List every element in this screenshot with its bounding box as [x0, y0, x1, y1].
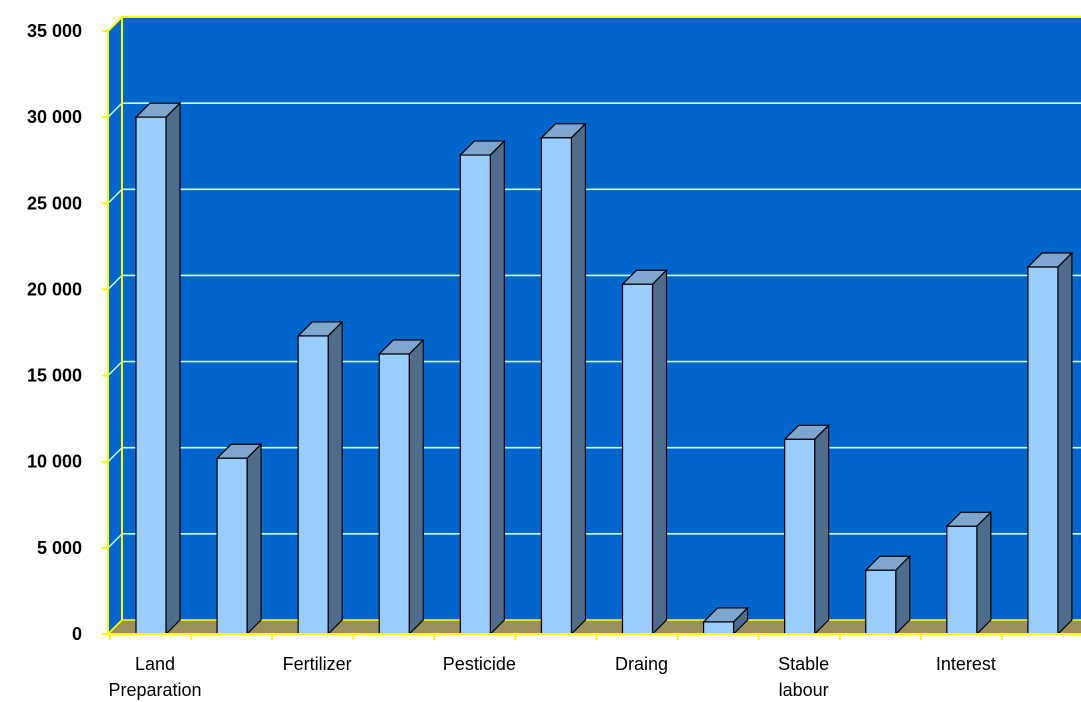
back-wall-corner-edge	[107, 16, 123, 32]
bar-side	[489, 139, 505, 636]
y-tick-label: 20 000	[27, 279, 82, 299]
bar-front	[946, 525, 978, 635]
bar-side	[165, 101, 181, 636]
x-tick-label: Fertilizer	[283, 654, 352, 674]
gridline-side	[107, 188, 123, 204]
bar-front	[702, 621, 735, 635]
bar	[945, 510, 993, 636]
bar-front	[297, 335, 329, 635]
gridline-side	[107, 102, 123, 118]
y-tick-label: 30 000	[27, 107, 82, 127]
bar	[864, 554, 912, 636]
bar-side	[976, 510, 992, 636]
bar	[702, 606, 750, 636]
gridline-side	[107, 361, 123, 377]
x-tick-label: Stable labour	[778, 654, 829, 700]
bars	[134, 101, 1074, 636]
gridline-side	[107, 533, 123, 549]
bar-side	[246, 442, 262, 636]
bar	[783, 423, 831, 636]
bar-front	[378, 353, 410, 635]
gridline-side	[107, 274, 123, 290]
bar-front	[621, 283, 654, 635]
bar-side	[570, 122, 587, 636]
x-tick-label: Land Preparation	[108, 654, 201, 700]
bar-front	[216, 457, 248, 635]
bar-side	[651, 268, 668, 636]
x-tick-label: Interest	[936, 654, 996, 674]
bar	[621, 268, 668, 636]
side-wall	[108, 17, 122, 634]
bar-side	[1057, 251, 1073, 636]
y-tick-label: 15 000	[27, 366, 82, 386]
y-tick-label: 35 000	[27, 21, 82, 41]
bar	[377, 338, 425, 636]
bar-side	[895, 554, 911, 636]
bar	[1026, 251, 1074, 636]
bar-front	[865, 569, 897, 635]
y-tick-label: 0	[72, 624, 82, 644]
bar	[539, 122, 587, 636]
bar-side	[814, 423, 830, 636]
y-tick-label: 5 000	[37, 538, 82, 558]
y-axis-tick-labels: 0 5 000 10 000 15 000 20 000 25 000 30 000 35 0…	[27, 21, 82, 644]
y-tick-label: 10 000	[27, 452, 82, 472]
bar-front	[459, 154, 491, 635]
back-wall	[122, 17, 1081, 620]
x-tick-label: Draing	[615, 654, 668, 674]
x-axis-tick-labels: Land Preparation Fertilizer Pesticide Draing…	[108, 654, 995, 700]
bar-front	[540, 137, 573, 635]
floor-side-edge	[107, 619, 123, 635]
bar-front	[1027, 266, 1059, 635]
gridlines	[107, 16, 1081, 635]
bar	[458, 139, 506, 636]
floor	[108, 620, 1081, 634]
bar	[134, 101, 182, 636]
bar	[296, 320, 344, 636]
bar-front	[135, 116, 167, 635]
y-tick-label: 25 000	[27, 193, 82, 213]
bar-side	[408, 338, 424, 636]
bar-front	[784, 438, 816, 635]
plot-area	[108, 17, 1081, 634]
bar-side	[327, 320, 343, 636]
x-tick-label: Pesticide	[443, 654, 516, 674]
gridline-side	[107, 447, 123, 463]
bar	[215, 442, 263, 636]
axes	[102, 30, 1081, 640]
